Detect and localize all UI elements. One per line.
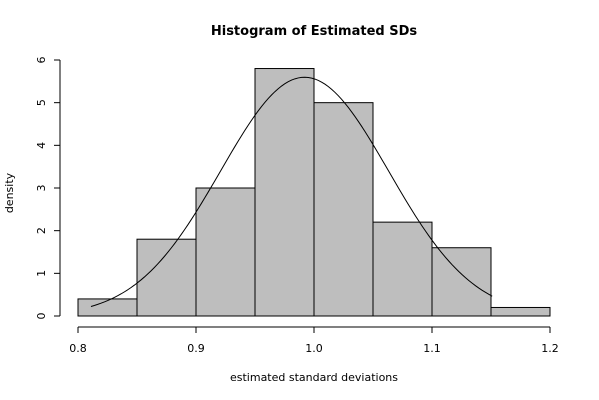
chart-title: Histogram of Estimated SDs [211,24,418,39]
x-tick-label-3: 1.1 [423,342,441,355]
y-tick-label-3: 3 [35,185,48,192]
x-tick-label-2: 1.0 [305,342,323,355]
histogram-bar-6 [431,247,492,317]
y-tick-label-1: 1 [35,270,48,277]
histogram-bar-3 [254,68,315,317]
x-tick-label-4: 1.2 [541,342,559,355]
y-tick-label-4: 4 [35,142,48,149]
y-tick-label-2: 2 [35,227,48,234]
density-curve [90,76,493,307]
x-axis: 0.8 0.9 1.0 1.1 1.2 [69,326,559,355]
x-axis-label: estimated standard deviations [230,371,398,384]
histogram-bar-5 [372,221,433,317]
x-tick-label-0: 0.8 [69,342,87,355]
histogram-bar-7 [490,306,551,317]
y-axis: 0 1 2 3 4 5 6 [35,57,61,320]
histogram-bars [77,68,551,317]
y-tick-label-0: 0 [35,313,48,320]
density-curve-layer [90,76,493,307]
y-axis-label: density [3,172,16,213]
x-tick-label-1: 0.9 [187,342,205,355]
histogram-bar-2 [195,187,256,317]
y-tick-label-5: 5 [35,99,48,106]
histogram-bar-0 [77,298,138,317]
y-tick-label-6: 6 [35,57,48,64]
histogram-bar-4 [313,102,374,317]
histogram-bar-1 [136,238,197,317]
